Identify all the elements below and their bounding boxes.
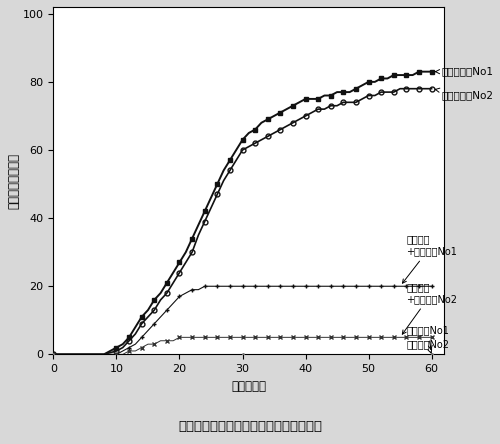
Text: ヨード区No1: ヨード区No1 bbox=[406, 325, 449, 349]
Text: ヨード区No2: ヨード区No2 bbox=[406, 339, 450, 353]
Text: ウイルス
+ヨード区No2: ウイルス +ヨード区No2 bbox=[402, 282, 458, 334]
Text: 図－２　ヨード剤のＩＨＮ発病抑制効果: 図－２ ヨード剤のＩＨＮ発病抑制効果 bbox=[178, 420, 322, 433]
Y-axis label: 累積死亡率（％）: 累積死亡率（％） bbox=[7, 153, 20, 209]
X-axis label: 感染後日数: 感染後日数 bbox=[232, 380, 266, 392]
Text: ウイルス区No1: ウイルス区No1 bbox=[435, 67, 493, 77]
Text: ウイルス
+ヨード区No1: ウイルス +ヨード区No1 bbox=[402, 234, 457, 283]
Text: ウイルス区No2: ウイルス区No2 bbox=[435, 88, 493, 100]
